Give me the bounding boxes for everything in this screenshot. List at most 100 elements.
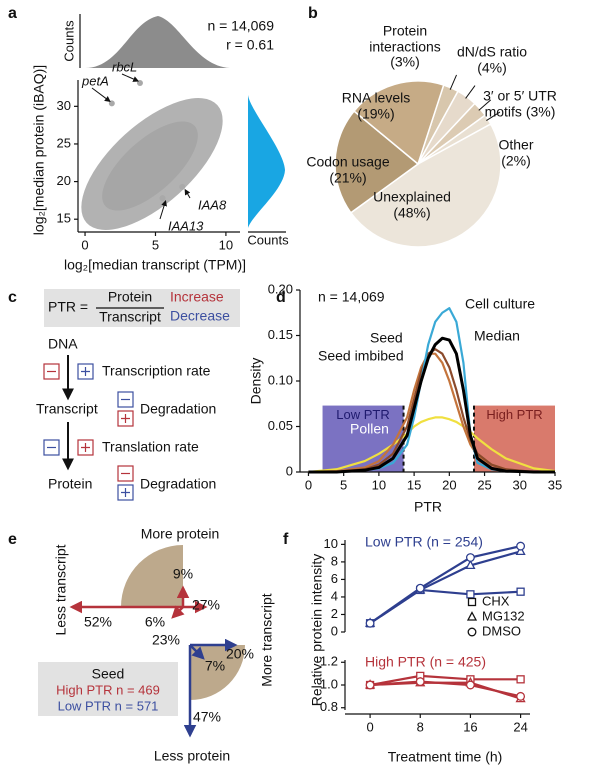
x-axis-label: PTR (414, 499, 442, 515)
x-tick-label: 10 (372, 477, 386, 492)
arrow (171, 605, 185, 619)
point (179, 183, 186, 190)
panel-label: a (8, 5, 17, 22)
panel-title: High PTR (n = 425) (365, 654, 486, 670)
percent: 52% (84, 614, 112, 630)
plus (81, 443, 90, 452)
slice-text: Unexplained (373, 188, 451, 205)
pie-slice (352, 80, 445, 166)
transcript: Transcript (36, 401, 98, 417)
top-histogram (85, 16, 230, 68)
y-tick-label: 10 (324, 536, 338, 551)
series-line (369, 674, 521, 687)
percent: 6% (145, 614, 165, 630)
axis-text: Less transcript (53, 544, 69, 635)
protein: Protein (48, 476, 92, 492)
x-tick-label: 5 (152, 237, 159, 252)
x-tick-label: 24 (513, 719, 527, 734)
slice-text: (19%) (357, 105, 395, 121)
marker (516, 675, 525, 684)
y-tick-label: 6 (331, 571, 338, 586)
slice-text: (4%) (477, 59, 507, 75)
series-label: Seed (370, 330, 403, 346)
legend-title: Seed (92, 666, 125, 682)
annotation-arrow (121, 73, 140, 82)
leader-line (465, 85, 476, 99)
slice-text: (2%) (501, 152, 531, 168)
x-tick-label: 25 (477, 477, 491, 492)
marker (415, 677, 425, 687)
x-axis-label: log₂[median transcript (TPM)] (64, 257, 246, 273)
density-line (308, 416, 556, 474)
marker (516, 691, 526, 701)
x-tick-label: 0 (305, 477, 312, 492)
annotation-arrow (91, 87, 111, 103)
side-histogram (248, 95, 285, 228)
slice-text: RNA levels (341, 89, 411, 106)
marker (465, 553, 475, 562)
percent: 20% (226, 646, 254, 662)
annotation-arrow (184, 188, 191, 199)
slice-text: 3′ or 5′ UTR motifs (483, 87, 557, 119)
slice-label: dN/dS ratio (4%) (452, 43, 532, 75)
slice-text: Other (498, 136, 534, 153)
series-label: Seed imbibed (318, 348, 404, 364)
leader-line (486, 111, 501, 122)
point-label: IAA8 (198, 197, 227, 212)
plus (121, 414, 130, 423)
panel-label: e (8, 531, 17, 548)
x-tick-label: 10 (219, 237, 233, 252)
pie-slice (349, 122, 502, 248)
degradation: Degradation (140, 401, 216, 417)
legend-marker (466, 611, 478, 621)
axis-text: More protein (141, 526, 220, 542)
arrow (189, 644, 205, 660)
y-tick-label: 0 (286, 463, 293, 478)
x-tick-label: 20 (442, 477, 456, 492)
degradation: Degradation (140, 476, 216, 492)
y-tick-label: 8 (331, 553, 338, 568)
x-tick-label: 30 (513, 477, 527, 492)
point-label: IAA13 (168, 218, 204, 233)
dna: DNA (48, 336, 78, 352)
series-line (369, 545, 521, 625)
plus (121, 488, 130, 497)
axis-text: More transcript (259, 593, 275, 686)
slice-text: Codon usage (306, 153, 390, 170)
y-axis-label: Density (248, 358, 264, 405)
leader-line (478, 99, 492, 111)
percent: 47% (193, 709, 221, 725)
marker (365, 618, 375, 628)
annotation: n = 14,069 (207, 18, 274, 34)
marker (465, 680, 475, 690)
x-tick-label: 8 (417, 719, 424, 734)
region-label: High PTR (486, 407, 542, 422)
denominator: Transcript (99, 309, 161, 325)
legend-label: DMSO (482, 623, 521, 638)
translation: Translation rate (102, 439, 199, 455)
panel-label: d (276, 289, 286, 306)
x-tick-label: 35 (548, 477, 562, 492)
leader-line (449, 74, 457, 90)
annotation: n = 14,069 (318, 289, 385, 305)
y-tick-label: 0.15 (268, 327, 293, 342)
pie-slice (334, 110, 420, 214)
point (159, 195, 166, 202)
point-label: rbcL (112, 59, 137, 74)
legend-label: CHX (482, 593, 510, 608)
legend-label: MG132 (482, 608, 525, 623)
x-tick-label: 5 (340, 477, 347, 492)
y-tick-label: 0.05 (268, 418, 293, 433)
marker (516, 587, 525, 596)
y-tick-label: 20 (57, 173, 71, 188)
slice-label: Other (2%) (491, 136, 541, 168)
y-tick-label: 0.20 (268, 281, 293, 296)
slice-label: Codon usage (21%) (298, 153, 398, 185)
plus (81, 367, 90, 376)
sign-boxes (43, 363, 134, 501)
y-tick-label: 15 (57, 211, 71, 226)
y-tick-label: 30 (57, 98, 71, 113)
series-line (370, 680, 521, 698)
percent: 27% (192, 597, 220, 613)
